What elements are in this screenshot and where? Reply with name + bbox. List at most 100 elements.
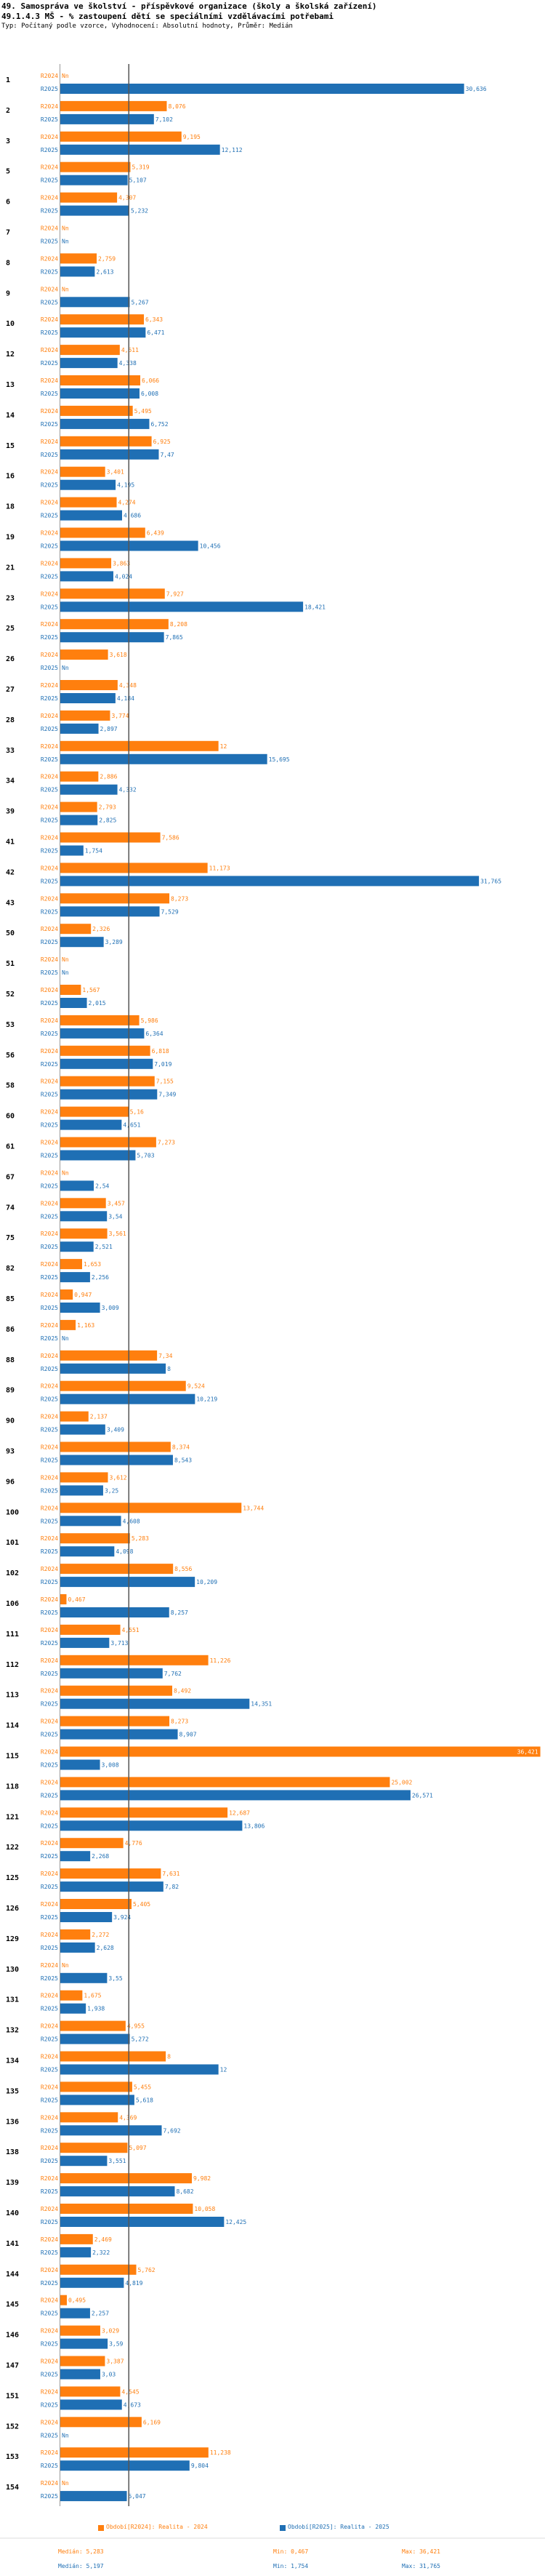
category-label-147: 147 bbox=[6, 2362, 19, 2370]
series-label-2024-131: R2024 bbox=[41, 1993, 58, 1999]
bar-2025-100 bbox=[60, 1516, 121, 1527]
series-label-2024-151: R2024 bbox=[41, 2388, 58, 2395]
series-label-2024-152: R2024 bbox=[41, 2419, 58, 2425]
data-label-2025-131: 1,938 bbox=[87, 2006, 105, 2012]
series-label-2024-106: R2024 bbox=[41, 1596, 58, 1603]
category-label-1: 1 bbox=[6, 76, 10, 84]
bar-2024-42 bbox=[60, 863, 208, 873]
data-label-2025-50: 3,289 bbox=[105, 939, 123, 945]
bar-2024-141 bbox=[60, 2233, 93, 2244]
series-label-2025-10: R2025 bbox=[41, 329, 58, 336]
series-label-2025-102: R2025 bbox=[41, 1579, 58, 1585]
bar-2025-89 bbox=[60, 1393, 195, 1404]
bar-2025-145 bbox=[60, 2308, 90, 2319]
data-label-2025-118: 26,571 bbox=[412, 1792, 433, 1799]
category-label-26: 26 bbox=[6, 655, 15, 663]
data-label-2024-140: 10,058 bbox=[194, 2206, 215, 2212]
bar-2024-115 bbox=[60, 1746, 541, 1757]
series-label-2024-154: R2024 bbox=[41, 2480, 58, 2487]
data-label-2024-139: 9,982 bbox=[193, 2175, 211, 2182]
data-label-2025-152: Nn bbox=[62, 2432, 69, 2439]
series-label-2025-112: R2025 bbox=[41, 1671, 58, 1677]
series-label-2024-121: R2024 bbox=[41, 1809, 58, 1816]
data-label-2025-93: 8,543 bbox=[174, 1457, 192, 1464]
chart-title: 49. Samospráva ve školství - příspěvkové… bbox=[1, 1, 377, 11]
data-label-2024-18: 4,274 bbox=[118, 500, 136, 506]
data-label-2025-113: 14,351 bbox=[251, 1701, 272, 1708]
data-label-2024-115: 36,421 bbox=[517, 1749, 538, 1756]
bar-2024-6 bbox=[60, 192, 118, 203]
data-label-2025-111: 3,713 bbox=[110, 1640, 128, 1647]
data-label-2025-56: 7,019 bbox=[154, 1061, 171, 1068]
data-label-2024-33: 12 bbox=[220, 743, 227, 750]
data-label-2024-122: 4,776 bbox=[125, 1840, 142, 1847]
data-label-2025-43: 7,529 bbox=[161, 908, 179, 915]
category-label-56: 56 bbox=[6, 1052, 15, 1060]
bar-2024-129 bbox=[60, 1929, 91, 1940]
data-label-2025-13: 6,008 bbox=[141, 391, 158, 397]
category-label-114: 114 bbox=[6, 1722, 19, 1730]
data-label-2024-19: 6,439 bbox=[147, 530, 164, 537]
series-label-2025-151: R2025 bbox=[41, 2401, 58, 2408]
bar-2025-5 bbox=[60, 175, 128, 185]
data-label-2025-115: 3,008 bbox=[102, 1762, 119, 1769]
data-label-2024-112: 11,226 bbox=[210, 1657, 231, 1664]
data-label-2024-130: Nn bbox=[62, 1962, 69, 1969]
series-label-2025-19: R2025 bbox=[41, 543, 58, 550]
series-label-2025-147: R2025 bbox=[41, 2372, 58, 2378]
bar-2024-140 bbox=[60, 2204, 193, 2214]
data-label-2024-121: 12,687 bbox=[229, 1809, 250, 1816]
bar-2024-52 bbox=[60, 985, 81, 995]
bar-2024-111 bbox=[60, 1624, 121, 1635]
series-label-2024-15: R2024 bbox=[41, 439, 58, 445]
data-label-2024-106: 0,467 bbox=[68, 1596, 85, 1603]
bar-2024-82 bbox=[60, 1259, 82, 1270]
bar-2025-3 bbox=[60, 144, 220, 155]
data-label-2024-86: 1,163 bbox=[77, 1322, 94, 1329]
data-label-2025-85: 3,009 bbox=[102, 1305, 119, 1311]
bar-2025-96 bbox=[60, 1485, 103, 1496]
data-label-2025-61: 5,703 bbox=[137, 1153, 154, 1159]
data-label-2025-145: 2,257 bbox=[92, 2311, 109, 2317]
data-label-2024-135: 5,455 bbox=[134, 2084, 151, 2090]
series-label-2024-52: R2024 bbox=[41, 987, 58, 993]
series-label-2025-144: R2025 bbox=[41, 2280, 58, 2287]
data-label-2024-12: 4,511 bbox=[121, 347, 139, 353]
series-label-2025-86: R2025 bbox=[41, 1335, 58, 1342]
bar-2025-130 bbox=[60, 1972, 108, 1983]
category-label-52: 52 bbox=[6, 991, 15, 999]
data-label-2025-14: 6,752 bbox=[150, 421, 168, 428]
category-label-5: 5 bbox=[6, 168, 10, 176]
bar-2024-33 bbox=[60, 740, 219, 751]
bar-2025-101 bbox=[60, 1546, 115, 1557]
bar-2024-126 bbox=[60, 1899, 132, 1909]
bar-2024-28 bbox=[60, 710, 110, 721]
series-label-2024-136: R2024 bbox=[41, 2114, 58, 2121]
legend-swatch-2025 bbox=[280, 2525, 286, 2531]
series-label-2024-74: R2024 bbox=[41, 1200, 58, 1207]
category-label-41: 41 bbox=[6, 839, 15, 847]
series-label-2024-19: R2024 bbox=[41, 530, 58, 537]
category-label-86: 86 bbox=[6, 1326, 15, 1334]
bar-2024-12 bbox=[60, 345, 120, 356]
series-label-2024-113: R2024 bbox=[41, 1688, 58, 1695]
category-label-25: 25 bbox=[6, 625, 15, 633]
category-label-28: 28 bbox=[6, 716, 15, 724]
series-label-2024-138: R2024 bbox=[41, 2145, 58, 2151]
data-label-2025-153: 9,804 bbox=[191, 2463, 209, 2469]
data-label-2024-145: 0,495 bbox=[68, 2297, 86, 2304]
series-label-2024-13: R2024 bbox=[41, 377, 58, 384]
data-label-2025-53: 6,364 bbox=[145, 1031, 163, 1037]
series-label-2025-132: R2025 bbox=[41, 2036, 58, 2043]
series-label-2025-1: R2025 bbox=[41, 86, 58, 92]
bar-2025-14 bbox=[60, 418, 150, 429]
series-label-2024-27: R2024 bbox=[41, 682, 58, 689]
bar-2025-9 bbox=[60, 297, 130, 308]
series-label-2024-86: R2024 bbox=[41, 1322, 58, 1329]
series-label-2024-53: R2024 bbox=[41, 1017, 58, 1024]
bar-2024-27 bbox=[60, 680, 118, 690]
bar-2025-113 bbox=[60, 1698, 250, 1709]
data-label-2025-125: 7,82 bbox=[165, 1884, 179, 1890]
series-label-2025-153: R2025 bbox=[41, 2463, 58, 2469]
bar-2025-13 bbox=[60, 388, 140, 399]
